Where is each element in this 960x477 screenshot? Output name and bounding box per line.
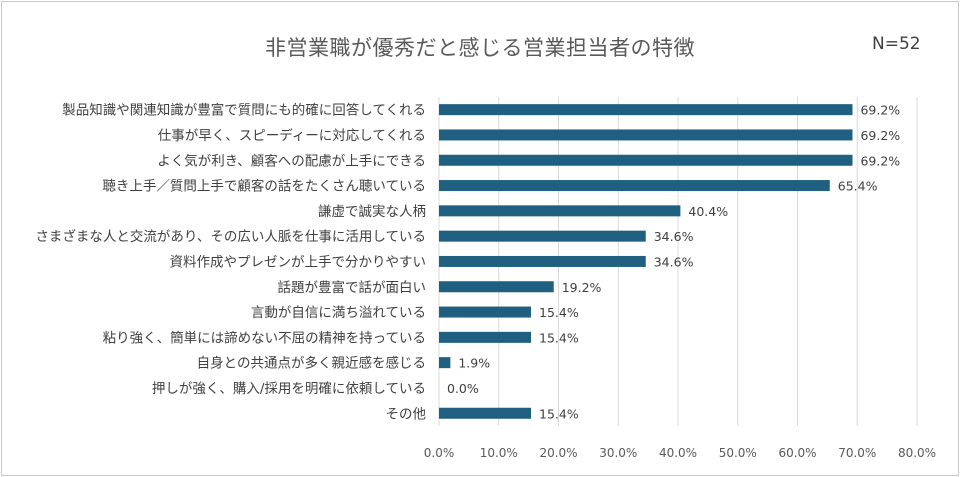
category-label: 言動が自信に満ち溢れている	[251, 305, 426, 321]
x-tick-label: 40.0%	[659, 446, 697, 460]
category-label: よく気が利き、顧客への配慮が上手にできる	[157, 152, 426, 169]
bar	[439, 255, 646, 267]
bar	[439, 407, 532, 419]
bar	[439, 230, 646, 242]
x-tick-label: 50.0%	[719, 446, 757, 460]
data-label: 15.4%	[539, 330, 579, 345]
category-label: 粘り強く、簡単には諦めない不屈の精神を持っている	[103, 329, 426, 346]
bar	[439, 205, 681, 217]
bar	[439, 281, 554, 293]
x-tick-label: 70.0%	[838, 446, 876, 460]
data-label: 19.2%	[562, 280, 602, 295]
category-label: 謙虚で誠実な人柄	[318, 204, 426, 220]
data-label: 34.6%	[654, 254, 694, 269]
category-label: 仕事が早く、スピーディーに対応してくれる	[158, 127, 426, 144]
x-tick-label: 80.0%	[898, 446, 936, 460]
category-label: さまざまな人と交流があり、その広い人脈を仕事に活用している	[35, 228, 426, 245]
data-label: 15.4%	[539, 305, 579, 320]
category-label: 資料作成やプレゼンが上手で分かりやすい	[170, 254, 427, 270]
data-label: 69.2%	[860, 128, 900, 143]
data-label: 0.0%	[447, 381, 479, 396]
bar	[439, 180, 830, 192]
category-label: 製品知識や関連知識が豊富で質問にも的確に回答してくれる	[62, 102, 426, 119]
category-label: 押しが強く、購入/採用を明確に依頼している	[152, 381, 426, 397]
data-label: 69.2%	[860, 153, 900, 168]
bar	[439, 331, 532, 343]
category-label: 聴き上手／質問上手で顧客の話をたくさん聴いている	[102, 178, 426, 195]
x-tick-label: 10.0%	[480, 446, 518, 460]
data-label: 65.4%	[838, 179, 878, 194]
data-label: 15.4%	[539, 406, 579, 421]
sample-size-label: N=52	[872, 34, 921, 54]
data-label: 69.2%	[860, 103, 900, 118]
x-tick-label: 60.0%	[778, 446, 816, 460]
bar	[439, 104, 853, 116]
bar	[439, 306, 532, 318]
category-label: 話題が豊富で話が面白い	[278, 279, 427, 296]
x-tick-label: 20.0%	[539, 446, 577, 460]
bar	[439, 154, 853, 166]
category-label: 自身との共通点が多く親近感を感じる	[197, 355, 426, 372]
x-tick-label: 30.0%	[599, 446, 637, 460]
data-label: 1.9%	[458, 356, 490, 371]
data-label: 34.6%	[654, 229, 694, 244]
bar	[439, 357, 451, 369]
x-tick-label: 0.0%	[424, 446, 455, 460]
chart-title: 非営業職が優秀だと感じる営業担当者の特徴	[265, 36, 695, 60]
data-label: 40.4%	[688, 204, 728, 219]
category-label: その他	[386, 406, 427, 422]
bar	[439, 129, 853, 141]
